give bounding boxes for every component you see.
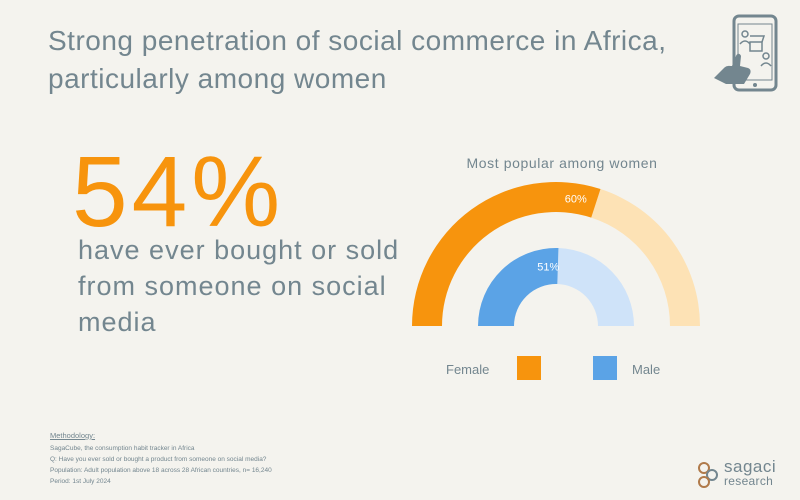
methodology: Methodology: SagaCube, the consumption h… [50, 430, 470, 487]
arc-remainder-male [557, 248, 634, 326]
methodology-line: Q: Have you ever sold or bought a produc… [50, 456, 267, 463]
arc-remainder-female [591, 189, 700, 326]
headline-description: have ever bought or sold from someone on… [78, 235, 400, 337]
chart-title: Most popular among women [466, 155, 658, 171]
arc-value-female [412, 181, 601, 326]
methodology-heading: Methodology: [50, 431, 96, 440]
methodology-line: SagaCube, the consumption habit tracker … [50, 445, 195, 452]
sagaci-logo-icon [698, 462, 718, 488]
phone-shopping-icon [714, 14, 778, 92]
legend-label-female: Female [446, 362, 490, 377]
logo-line1: sagaci [724, 457, 777, 476]
semi-donut-chart: 60% 51% [412, 181, 700, 326]
methodology-line: Population: Adult population above 18 ac… [50, 467, 272, 474]
legend-swatch-male [593, 356, 617, 380]
legend-swatch-female [517, 356, 541, 380]
legend-label-male: Male [632, 362, 661, 377]
headline-percent: 54% [72, 136, 285, 248]
page-title: Strong penetration of social commerce in… [48, 25, 667, 94]
sagaci-logo: sagaci research [696, 458, 788, 492]
data-label-female: 60% [565, 194, 587, 206]
data-label-male: 51% [537, 261, 559, 273]
legend: Female Male [440, 356, 680, 384]
logo-line2: research [724, 474, 774, 488]
methodology-line: Period: 1st July 2024 [50, 478, 111, 485]
arc-value-male [478, 248, 559, 326]
